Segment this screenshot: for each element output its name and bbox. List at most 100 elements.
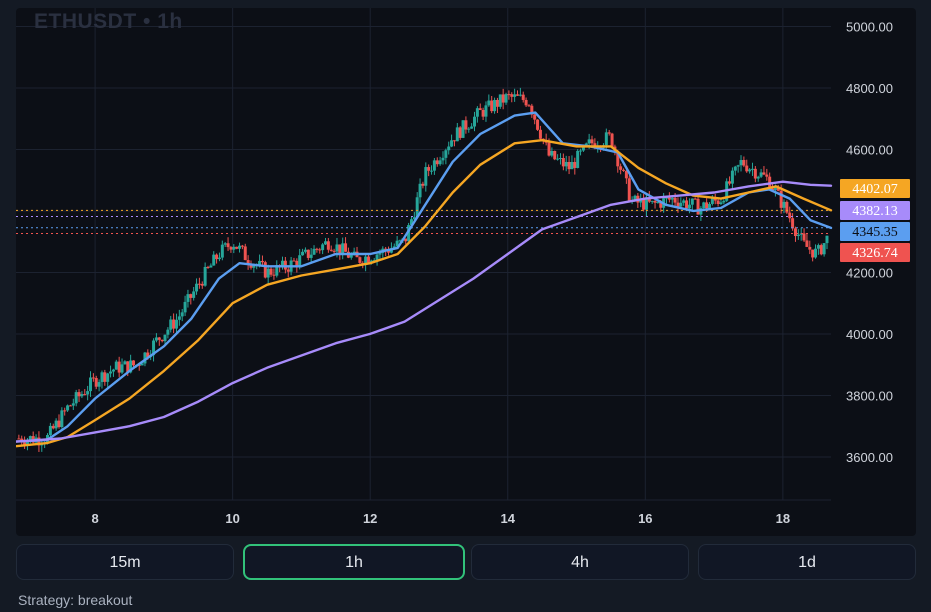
candle-body: [690, 198, 694, 205]
candle-body: [650, 200, 654, 202]
candle-body: [129, 360, 133, 373]
candle-body: [60, 410, 64, 428]
candle-body: [192, 291, 196, 298]
candle-body: [610, 133, 614, 147]
candle-body: [739, 160, 743, 166]
candle-body: [387, 250, 391, 253]
candle-body: [332, 250, 336, 252]
candle-body: [25, 439, 29, 445]
candle-body: [756, 176, 760, 179]
candle-body: [395, 240, 399, 247]
candle-body: [200, 283, 204, 286]
candle-body: [83, 394, 87, 396]
candle-body: [183, 301, 187, 313]
candle-body: [759, 172, 763, 177]
candle-body: [123, 361, 127, 365]
candle-body: [312, 248, 316, 255]
candle-body: [776, 187, 780, 191]
candle-body: [209, 265, 213, 268]
chart-canvas[interactable]: 3600.003800.004000.004200.004400.004600.…: [16, 8, 916, 536]
candle-body: [212, 254, 216, 266]
x-tick-label: 10: [225, 511, 239, 526]
candle-body: [553, 151, 557, 160]
candle-body: [269, 268, 273, 275]
candle-body: [111, 369, 115, 372]
title-separator: •: [143, 10, 151, 33]
candle-body: [66, 405, 70, 411]
x-tick-label: 12: [363, 511, 377, 526]
candle-body: [186, 294, 190, 302]
candle-body: [235, 246, 239, 249]
candle-body: [498, 94, 502, 107]
candle-body: [197, 283, 201, 285]
candle-body: [570, 162, 574, 170]
x-tick-label: 8: [91, 511, 98, 526]
price-label-box: [840, 222, 910, 241]
candle-body: [306, 249, 310, 258]
candle-body: [493, 99, 497, 112]
candle-body: [48, 425, 52, 436]
timeframe-button-1h[interactable]: 1h: [243, 544, 465, 580]
candle-body: [366, 256, 370, 263]
candle-body: [647, 197, 651, 202]
interval-label: 1h: [157, 10, 183, 33]
candle-body: [68, 405, 72, 407]
price-label-box: [840, 243, 910, 262]
candle-body: [733, 166, 737, 171]
candle-body: [157, 337, 161, 340]
candle-body: [51, 425, 55, 429]
candle-body: [177, 316, 181, 320]
candle-body: [762, 172, 766, 175]
candle-body: [246, 260, 250, 265]
candle-body: [604, 132, 608, 146]
candle-body: [226, 243, 230, 248]
candle-body: [667, 197, 671, 200]
candle-body: [642, 199, 646, 210]
candle-body: [223, 243, 227, 245]
candle-body: [323, 241, 327, 245]
candle-body: [272, 274, 276, 276]
candle-body: [607, 132, 611, 134]
candle-body: [673, 197, 677, 203]
timeframe-button-1d[interactable]: 1d: [698, 544, 916, 580]
candle-body: [86, 391, 90, 395]
candle-body: [415, 197, 419, 218]
timeframe-button-15m[interactable]: 15m: [16, 544, 234, 580]
x-tick-label: 16: [638, 511, 652, 526]
candle-body: [303, 249, 307, 252]
y-tick-label: 4800.00: [846, 81, 893, 96]
candle-body: [622, 169, 626, 171]
candle-body: [301, 251, 305, 256]
candle-body: [699, 208, 703, 215]
candle-body: [378, 252, 382, 255]
candle-body: [215, 254, 219, 260]
candle-body: [407, 225, 411, 242]
candle-body: [252, 265, 256, 268]
candle-body: [822, 243, 826, 255]
candle-body: [665, 197, 669, 199]
candle-body: [329, 249, 333, 251]
candle-body: [473, 116, 477, 127]
y-tick-label: 3800.00: [846, 388, 893, 403]
timeframe-button-4h[interactable]: 4h: [471, 544, 689, 580]
candle-body: [375, 254, 379, 261]
candle-body: [785, 201, 789, 213]
candle-body: [54, 420, 58, 429]
y-tick-label: 5000.00: [846, 19, 893, 34]
candle-body: [736, 165, 740, 167]
candle-body: [57, 420, 61, 428]
candle-body: [364, 256, 368, 265]
candle-body: [536, 119, 540, 130]
candle-body: [424, 167, 428, 186]
candle-body: [730, 170, 734, 184]
candle-body: [811, 249, 815, 258]
candle-body: [220, 244, 224, 258]
candle-body: [404, 238, 408, 242]
candle-body: [398, 240, 402, 242]
price-chart[interactable]: 3600.003800.004000.004200.004400.004600.…: [16, 8, 916, 536]
candle-body: [444, 150, 448, 158]
candle-body: [335, 244, 339, 252]
candle-body: [808, 246, 812, 250]
y-tick-label: 4000.00: [846, 327, 893, 342]
candle-body: [705, 202, 709, 209]
